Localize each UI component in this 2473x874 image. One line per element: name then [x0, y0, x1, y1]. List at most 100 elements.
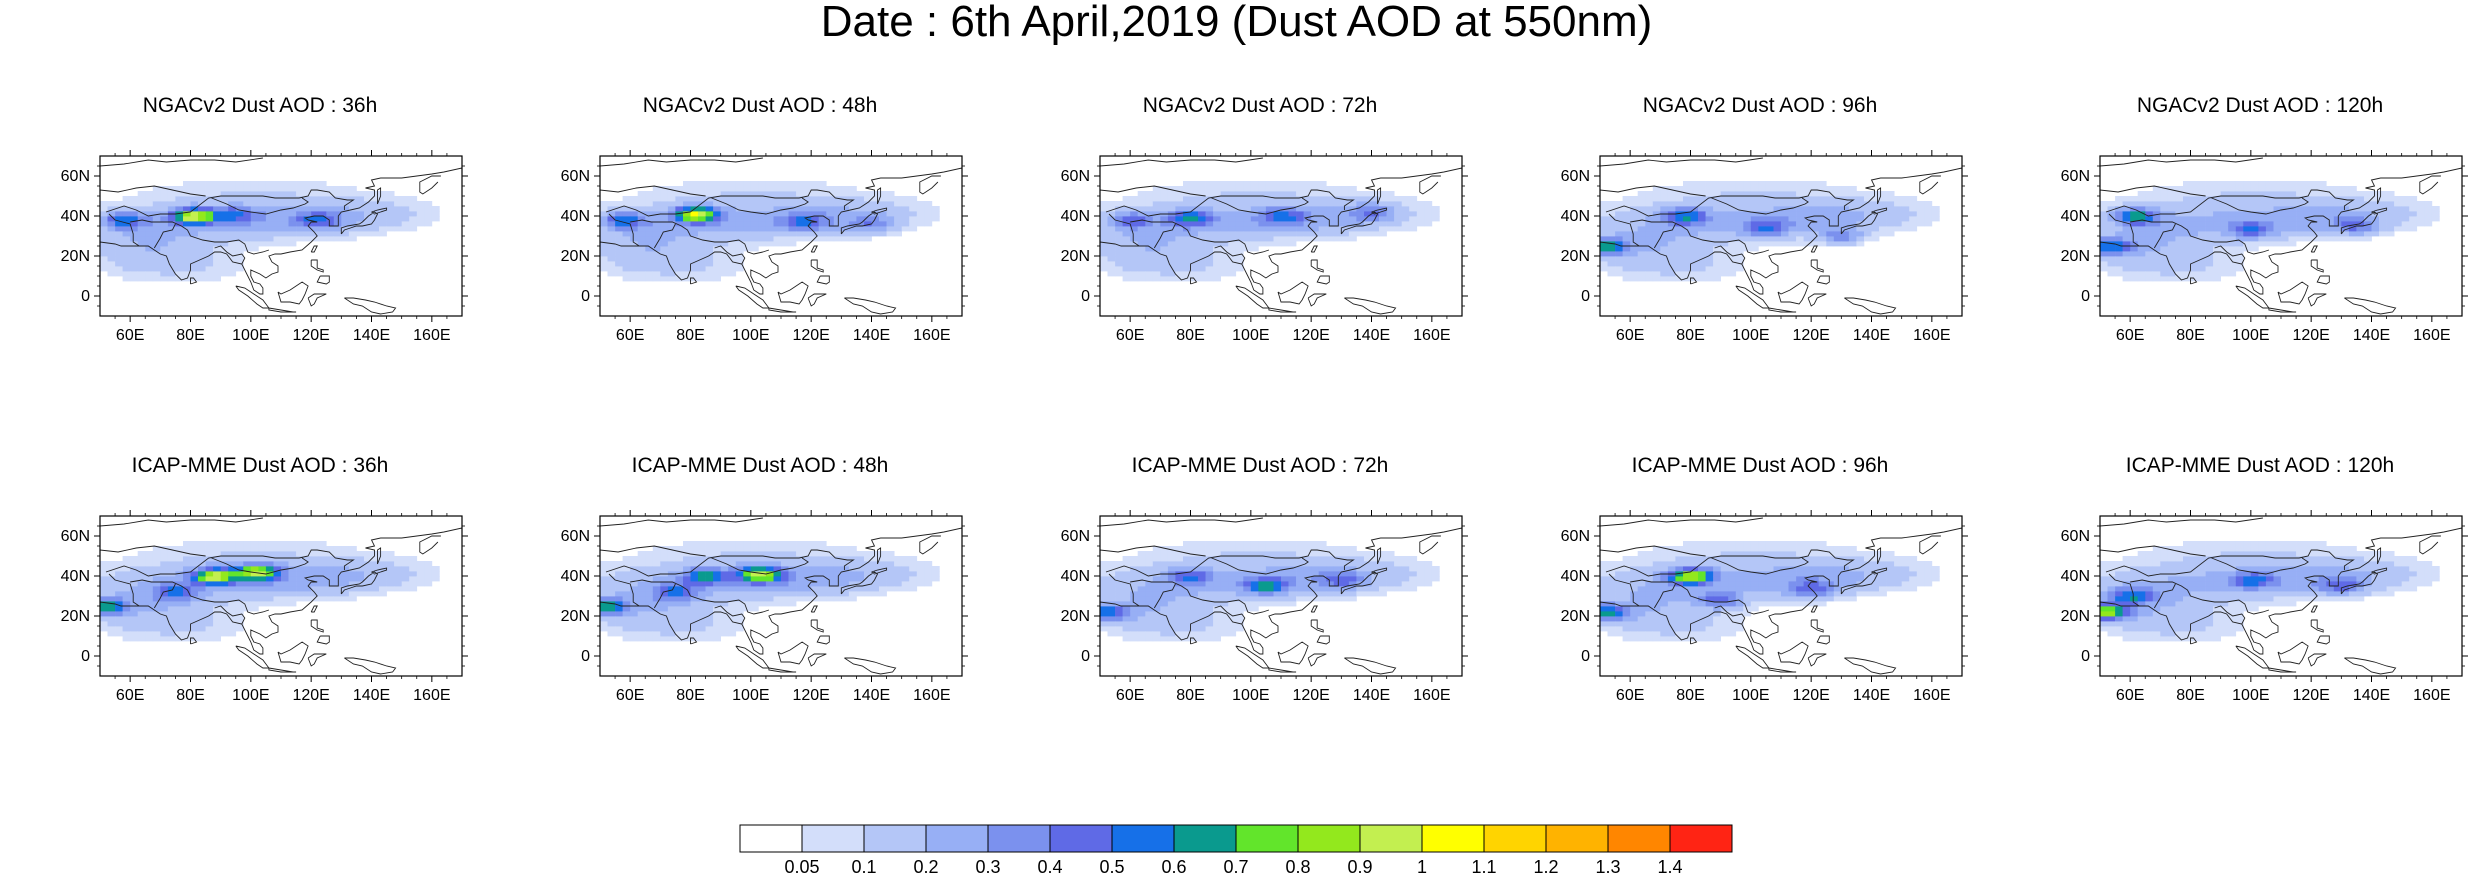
lon-tick-label: 80E [176, 687, 204, 700]
dust-aod-field [600, 541, 940, 642]
coastline [600, 157, 962, 315]
lat-tick-label: 20N [61, 608, 90, 625]
lon-tick-label: 60E [2116, 327, 2144, 340]
colorbar-label: 0.2 [913, 857, 938, 874]
lon-tick-label: 160E [913, 327, 950, 340]
lat-tick-label: 40N [61, 568, 90, 585]
colorbar-label: 1 [1417, 857, 1427, 874]
dust-aod-field [1600, 181, 1940, 282]
lon-tick-label: 140E [2353, 687, 2390, 700]
colorbar-label: 1.4 [1657, 857, 1682, 874]
colorbar-bin [739, 824, 803, 853]
lat-tick-label: 20N [561, 608, 590, 625]
panel-title: ICAP-MME Dust AOD : 96h [1631, 454, 1889, 477]
lon-tick-label: 160E [1913, 327, 1950, 340]
lon-tick-label: 160E [913, 687, 950, 700]
lat-tick-label: 60N [61, 168, 90, 185]
lon-tick-label: 60E [2116, 687, 2144, 700]
lon-tick-label: 80E [2176, 327, 2204, 340]
lat-tick-label: 40N [561, 568, 590, 585]
lon-tick-label: 60E [116, 327, 144, 340]
colorbar-bin [1421, 824, 1485, 853]
lon-tick-label: 140E [853, 327, 890, 340]
lat-tick-label: 60N [2061, 168, 2090, 185]
lat-tick-label: 40N [1561, 208, 1590, 225]
map-panel: ICAP-MME Dust AOD : 36h 60E 80E 100E 120E 140… [50, 455, 470, 700]
lon-tick-label: 100E [2232, 327, 2269, 340]
lon-tick-label: 160E [1913, 687, 1950, 700]
colorbar-bin [1607, 824, 1671, 853]
dust-aod-field [1100, 181, 1440, 282]
colorbar-label: 0.7 [1223, 857, 1248, 874]
lat-tick-label: 60N [1061, 168, 1090, 185]
lon-tick-label: 120E [792, 327, 829, 340]
dust-aod-field [2100, 541, 2440, 642]
coastline [1600, 517, 1962, 675]
map-plot: 60E 80E 100E 120E 140E 160E 60N 40N 20N 0 [1061, 150, 1468, 340]
lon-tick-label: 160E [2413, 327, 2450, 340]
colorbar-bin [1669, 824, 1733, 853]
map-panel: NGACv2 Dust AOD : 120h 60E 80E 100E 120E 140E… [2050, 95, 2470, 340]
lon-tick-label: 120E [1292, 687, 1329, 700]
colorbar: 0.05 0.1 0.2 0.3 0.4 0.5 0.6 0.7 0.8 0.9 1 1.1 1.2 1.… [739, 824, 1733, 874]
panel-title: NGACv2 Dust AOD : 36h [142, 94, 378, 117]
colorbar-label: 0.8 [1285, 857, 1310, 874]
lat-tick-label: 0 [1581, 288, 1590, 305]
coastline [1100, 517, 1462, 675]
lat-tick-label: 20N [1561, 608, 1590, 625]
lat-tick-label: 40N [1061, 568, 1090, 585]
coastline [1100, 157, 1462, 315]
coastline [100, 157, 462, 315]
lon-tick-label: 120E [292, 327, 329, 340]
lat-tick-label: 0 [81, 648, 90, 665]
map-panel: ICAP-MME Dust AOD : 96h 60E 80E 100E 120E 140… [1550, 455, 1970, 700]
lat-tick-label: 40N [61, 208, 90, 225]
dust-aod-field [100, 181, 440, 282]
map-panel: NGACv2 Dust AOD : 96h 60E 80E 100E 120E 140E 1… [1550, 95, 1970, 340]
lon-tick-label: 60E [616, 327, 644, 340]
colorbar-bin [1111, 824, 1175, 853]
lon-tick-label: 140E [853, 687, 890, 700]
colorbar-bin [1235, 824, 1299, 853]
dust-aod-field [1100, 541, 1440, 642]
lon-tick-label: 120E [2292, 327, 2329, 340]
lat-tick-label: 60N [2061, 528, 2090, 545]
lat-tick-label: 60N [61, 528, 90, 545]
lon-tick-label: 140E [353, 327, 390, 340]
dust-aod-field [600, 181, 940, 282]
colorbar-bin [987, 824, 1051, 853]
lat-tick-label: 60N [561, 168, 590, 185]
lon-tick-label: 60E [1116, 327, 1144, 340]
colorbar-label: 0.1 [851, 857, 876, 874]
panel-title: ICAP-MME Dust AOD : 72h [1131, 454, 1389, 477]
colorbar-label: 0.5 [1099, 857, 1124, 874]
map-panel: NGACv2 Dust AOD : 48h 60E 80E 100E 120E 140E 1… [550, 95, 970, 340]
lat-tick-label: 20N [1561, 248, 1590, 265]
lon-tick-label: 140E [2353, 327, 2390, 340]
lon-tick-label: 80E [676, 687, 704, 700]
map-plot: 60E 80E 100E 120E 140E 160E 60N 40N 20N 0 [61, 150, 468, 340]
lon-tick-label: 80E [1176, 327, 1204, 340]
map-plot: 60E 80E 100E 120E 140E 160E 60N 40N 20N 0 [2061, 150, 2468, 340]
lon-tick-label: 100E [232, 327, 269, 340]
lon-tick-label: 160E [1413, 327, 1450, 340]
lon-tick-label: 80E [1676, 687, 1704, 700]
lon-tick-label: 100E [232, 687, 269, 700]
colorbar-bin [1545, 824, 1609, 853]
colorbar-bin [1297, 824, 1361, 853]
lat-tick-label: 20N [2061, 248, 2090, 265]
lat-tick-label: 0 [1081, 288, 1090, 305]
map-plot: 60E 80E 100E 120E 140E 160E 60N 40N 20N 0 [561, 150, 968, 340]
panel-title: ICAP-MME Dust AOD : 120h [2125, 454, 2395, 477]
lon-tick-label: 60E [1616, 687, 1644, 700]
lat-tick-label: 0 [2081, 648, 2090, 665]
colorbar-label: 0.3 [975, 857, 1000, 874]
lat-tick-label: 20N [1061, 248, 1090, 265]
lat-tick-label: 40N [1561, 568, 1590, 585]
map-plot: 60E 80E 100E 120E 140E 160E 60N 40N 20N 0 [61, 510, 468, 700]
lon-tick-label: 160E [413, 327, 450, 340]
lon-tick-label: 60E [616, 687, 644, 700]
lat-tick-label: 20N [2061, 608, 2090, 625]
map-panel: ICAP-MME Dust AOD : 72h 60E 80E 100E 120E 140… [1050, 455, 1470, 700]
coastline [1600, 157, 1962, 315]
